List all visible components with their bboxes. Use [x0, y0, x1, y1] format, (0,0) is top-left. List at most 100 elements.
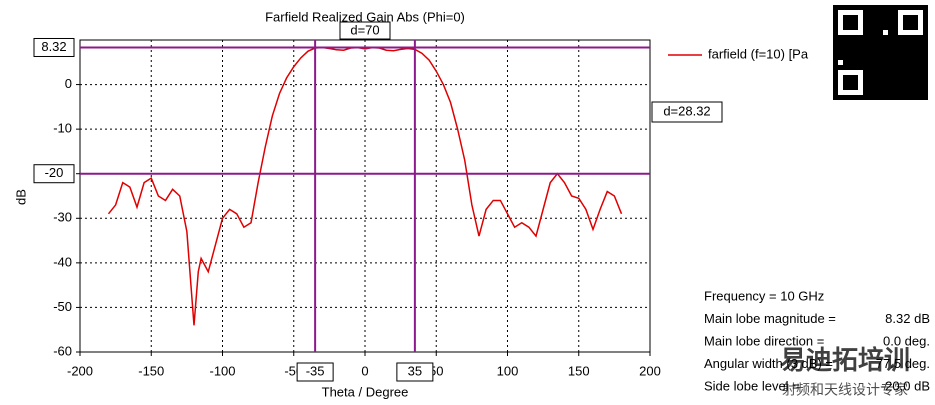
marker-box: [339, 21, 391, 40]
qr-cell: [898, 80, 903, 85]
info-label: Main lobe magnitude =: [704, 311, 836, 326]
qr-cell: [893, 25, 898, 30]
qr-cell: [893, 55, 898, 60]
qr-cell: [908, 20, 913, 25]
qr-cell: [878, 95, 883, 100]
qr-cell: [843, 80, 848, 85]
qr-cell: [873, 95, 878, 100]
qr-cell: [838, 55, 843, 60]
qr-cell: [848, 35, 853, 40]
qr-cell: [878, 90, 883, 95]
qr-cell: [893, 70, 898, 75]
qr-cell: [893, 85, 898, 90]
qr-cell: [888, 20, 893, 25]
qr-cell: [853, 60, 858, 65]
qr-cell: [908, 15, 913, 20]
x-tick-label: 150: [568, 363, 590, 378]
marker-box: [396, 362, 434, 382]
qr-cell: [833, 10, 838, 15]
qr-cell: [868, 65, 873, 70]
qr-cell: [883, 90, 888, 95]
qr-cell: [843, 20, 848, 25]
x-tick-label: -200: [67, 363, 93, 378]
qr-cell: [893, 5, 898, 10]
qr-cell: [923, 50, 928, 55]
qr-cell: [863, 45, 868, 50]
qr-cell: [878, 40, 883, 45]
qr-cell: [918, 60, 923, 65]
qr-cell: [893, 35, 898, 40]
qr-cell: [888, 80, 893, 85]
qr-cell: [833, 60, 838, 65]
qr-cell: [913, 55, 918, 60]
qr-cell: [888, 50, 893, 55]
info-label: Side lobe level =: [704, 378, 800, 393]
qr-cell: [898, 55, 903, 60]
marker-box: [296, 362, 334, 382]
qr-cell: [913, 40, 918, 45]
x-tick-label: -100: [209, 363, 235, 378]
qr-cell: [868, 35, 873, 40]
qr-cell: [883, 95, 888, 100]
qr-cell: [853, 40, 858, 45]
qr-cell: [833, 5, 838, 10]
qr-cell: [858, 5, 863, 10]
qr-cell: [878, 10, 883, 15]
qr-cell: [843, 25, 848, 30]
qr-cell: [838, 40, 843, 45]
qr-cell: [908, 25, 913, 30]
qr-cell: [873, 85, 878, 90]
qr-cell: [903, 80, 908, 85]
qr-cell: [838, 65, 843, 70]
qr-cell: [853, 20, 858, 25]
qr-cell: [918, 70, 923, 75]
qr-cell: [833, 70, 838, 75]
qr-cell: [853, 85, 858, 90]
qr-cell: [863, 10, 868, 15]
qr-cell: [878, 60, 883, 65]
qr-cell: [893, 75, 898, 80]
qr-cell: [863, 40, 868, 45]
qr-cell: [868, 75, 873, 80]
qr-cell: [843, 45, 848, 50]
qr-cell: [903, 85, 908, 90]
qr-cell: [893, 10, 898, 15]
qr-cell: [888, 95, 893, 100]
qr-cell: [888, 85, 893, 90]
qr-cell: [888, 55, 893, 60]
qr-cell: [913, 35, 918, 40]
qr-cell: [898, 85, 903, 90]
qr-cell: [883, 15, 888, 20]
qr-cell: [833, 35, 838, 40]
qr-cell: [903, 50, 908, 55]
qr-cell: [893, 50, 898, 55]
qr-cell: [923, 25, 928, 30]
qr-cell: [923, 70, 928, 75]
y-tick-label: -60: [53, 343, 72, 358]
qr-cell: [873, 20, 878, 25]
qr-cell: [848, 45, 853, 50]
qr-cell: [893, 80, 898, 85]
qr-cell: [908, 85, 913, 90]
qr-cell: [868, 85, 873, 90]
qr-cell: [918, 50, 923, 55]
qr-cell: [888, 10, 893, 15]
qr-cell: [863, 60, 868, 65]
qr-cell: [863, 90, 868, 95]
qr-cell: [883, 25, 888, 30]
info-value: 77.5 deg.: [876, 356, 930, 371]
qr-cell: [888, 70, 893, 75]
qr-cell: [873, 55, 878, 60]
qr-cell: [858, 35, 863, 40]
y-tick-label: -10: [53, 121, 72, 136]
qr-cell: [918, 40, 923, 45]
legend-label: farfield (f=10) [Pa: [708, 46, 809, 61]
qr-cell: [888, 60, 893, 65]
qr-cell: [868, 25, 873, 30]
qr-cell: [833, 15, 838, 20]
qr-cell: [833, 55, 838, 60]
marker-label: 8.32: [41, 39, 66, 54]
qr-cell: [923, 60, 928, 65]
qr-cell: [878, 80, 883, 85]
qr-cell: [908, 35, 913, 40]
